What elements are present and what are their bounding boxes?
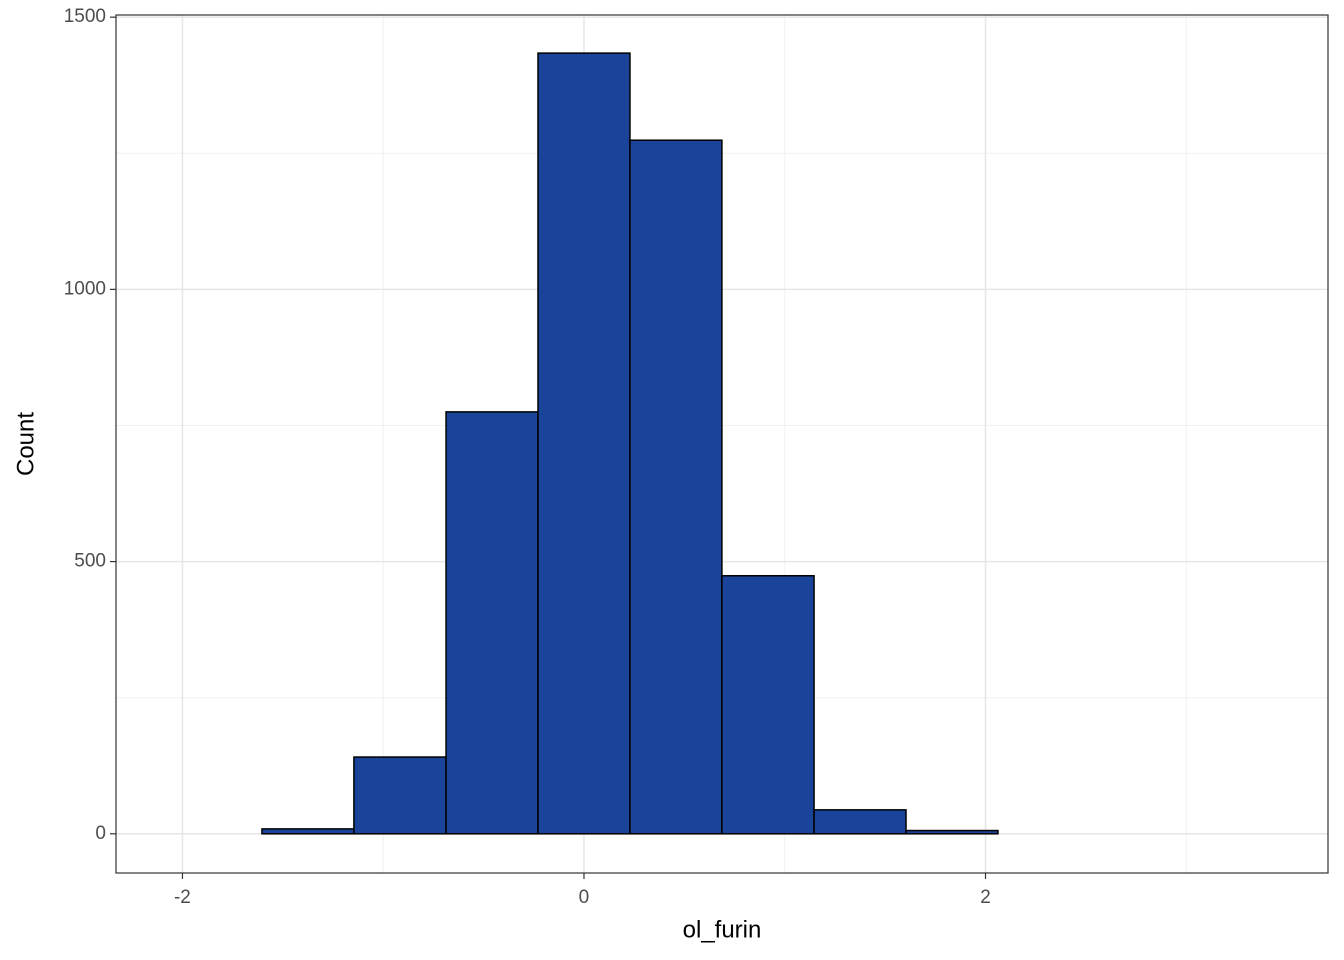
y-axis-title: Count	[12, 412, 39, 476]
plot-border	[115, 14, 1329, 874]
bar	[629, 139, 723, 835]
x-tick-label: 0	[579, 887, 590, 908]
bar	[445, 411, 539, 835]
y-tick-label: 1000	[64, 278, 106, 299]
y-tick-label: 1500	[64, 6, 106, 27]
bar	[813, 809, 907, 835]
bar	[537, 52, 631, 835]
bar	[905, 829, 999, 835]
bar	[261, 828, 355, 835]
bar	[353, 756, 447, 835]
x-axis-title: ol_furin	[683, 916, 762, 943]
x-tick-label: -2	[174, 887, 191, 908]
bar	[721, 574, 815, 835]
y-tick-label: 0	[95, 823, 106, 844]
x-tick-label: 2	[980, 887, 991, 908]
y-tick-label: 500	[74, 551, 106, 572]
bars	[261, 52, 999, 835]
